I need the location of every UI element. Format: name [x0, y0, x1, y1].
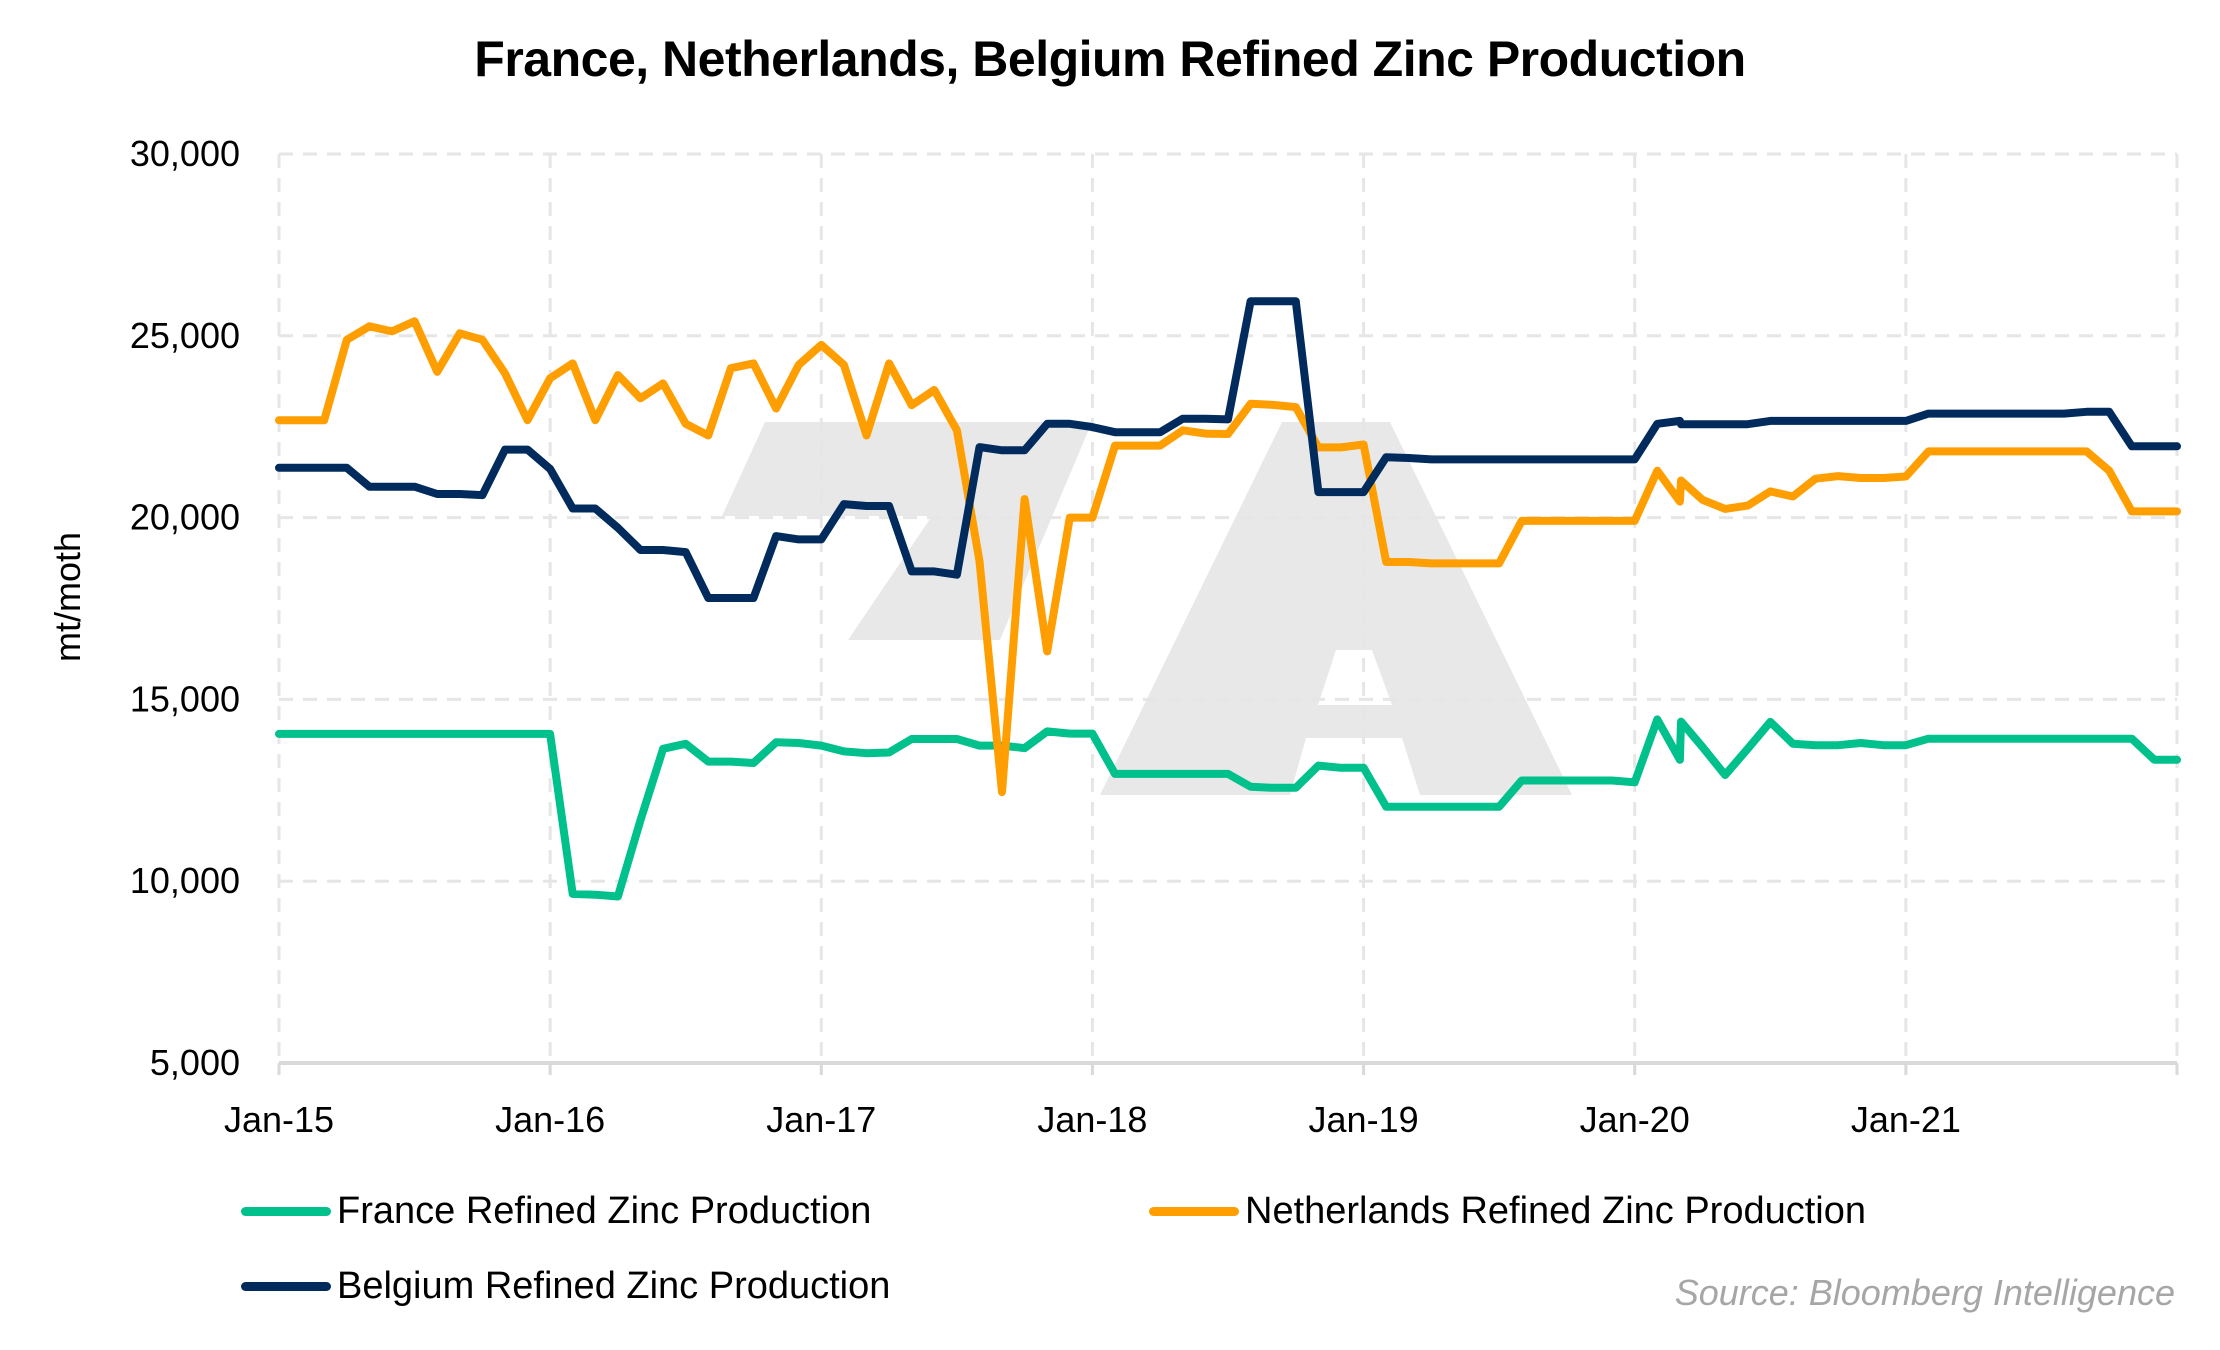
legend-item-netherlands: Netherlands Refined Zinc Production — [1149, 1190, 1866, 1233]
watermark-seven — [722, 422, 1092, 640]
gridlines — [277, 152, 2179, 1063]
x-tick-label: Jan-16 — [495, 1099, 605, 1140]
watermark-a — [1100, 422, 1572, 795]
x-tick-label: Jan-19 — [1309, 1099, 1419, 1140]
legend-swatch-netherlands — [1149, 1207, 1239, 1216]
series-lines — [275, 297, 2181, 901]
legend-label-netherlands: Netherlands Refined Zinc Production — [1245, 1190, 1867, 1232]
series-line — [275, 715, 2181, 901]
legend-item-france: France Refined Zinc Production — [241, 1190, 871, 1233]
series-belgium — [275, 297, 2181, 602]
watermark-logo — [722, 422, 1572, 795]
y-tick-label: 10,000 — [130, 860, 240, 901]
axes — [277, 1061, 2179, 1075]
series-france — [275, 715, 2181, 901]
series-line — [275, 317, 2181, 797]
x-tick-labels: Jan-15 Jan-16 Jan-17 Jan-18 Jan-19 Jan-20 Jan-… — [224, 1099, 1961, 1140]
watermark-a-notch — [1318, 650, 1392, 705]
y-tick-label: 25,000 — [130, 315, 240, 356]
legend-label-france: France Refined Zinc Production — [337, 1190, 872, 1232]
legend-swatch-france — [241, 1207, 331, 1216]
legend-swatch-belgium — [241, 1282, 331, 1291]
y-tick-labels: 5,000 10,000 15,000 20,000 25,000 30,000 — [130, 133, 240, 1083]
x-tick-label: Jan-15 — [224, 1099, 334, 1140]
x-tick-label: Jan-18 — [1037, 1099, 1147, 1140]
source-note: Source: Bloomberg Intelligence — [1674, 1272, 2175, 1313]
y-tick-label: 5,000 — [150, 1042, 240, 1083]
legend-item-belgium: Belgium Refined Zinc Production — [241, 1265, 890, 1308]
x-tick-label: Jan-21 — [1851, 1099, 1961, 1140]
y-tick-label: 15,000 — [130, 678, 240, 719]
legend-label-belgium: Belgium Refined Zinc Production — [337, 1265, 891, 1307]
y-tick-label: 20,000 — [130, 497, 240, 538]
series-netherlands — [275, 317, 2181, 797]
y-axis-title: mt/moth — [47, 532, 88, 662]
x-tick-label: Jan-17 — [766, 1099, 876, 1140]
x-tick-label: Jan-20 — [1580, 1099, 1690, 1140]
series-line — [275, 297, 2181, 602]
chart-title: France, Netherlands, Belgium Refined Zin… — [474, 31, 1746, 87]
y-tick-label: 30,000 — [130, 133, 240, 174]
